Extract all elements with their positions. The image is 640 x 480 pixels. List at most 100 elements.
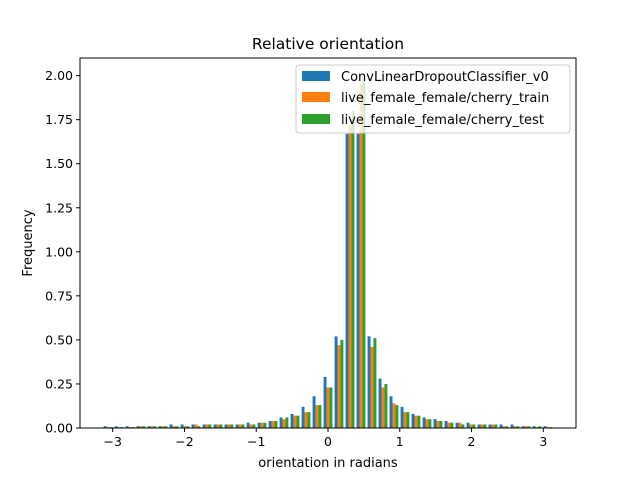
- bar-series-2-bin-30: [425, 419, 429, 428]
- legend-box: [295, 64, 571, 134]
- bar-series-2-bin-24: [359, 84, 363, 429]
- bar-series-3-bin-34: [472, 424, 476, 428]
- bar-series-3-bin-30: [428, 419, 432, 428]
- x-tick-label: −2: [175, 434, 193, 449]
- bar-series-2-bin-14: [249, 424, 253, 428]
- bar-series-2-bin-19: [304, 412, 308, 428]
- bar-series-3-bin-9: [197, 426, 201, 428]
- bar-series-2-bin-36: [491, 424, 495, 428]
- bar-series-1-bin-41: [543, 426, 547, 428]
- bar-series-2-bin-35: [480, 424, 484, 428]
- bar-series-1-bin-35: [477, 424, 481, 428]
- bar-series-1-bin-9: [191, 424, 195, 428]
- bar-series-3-bin-31: [439, 420, 443, 428]
- bar-series-1-bin-15: [257, 422, 261, 428]
- y-tick-label: 0.50: [45, 332, 73, 347]
- x-tick-label: 1: [396, 434, 404, 449]
- bar-series-1-bin-19: [301, 406, 305, 428]
- bar-series-2-bin-22: [337, 345, 341, 428]
- bar-series-3-bin-28: [406, 412, 410, 428]
- bar-series-1-bin-16: [268, 420, 272, 428]
- bar-series-3-bin-11: [219, 424, 223, 428]
- bars-group: [103, 79, 553, 429]
- x-tick-label: 2: [468, 434, 476, 449]
- bar-series-1-bin-21: [323, 376, 327, 428]
- y-tick-label: 2.00: [45, 68, 73, 83]
- bar-series-1-bin-6: [158, 426, 162, 428]
- x-tick-label: −3: [103, 434, 121, 449]
- bar-series-3-bin-6: [164, 426, 168, 428]
- bar-series-2-bin-20: [315, 405, 319, 428]
- bar-series-1-bin-17: [279, 417, 283, 428]
- bar-series-1-bin-25: [367, 336, 371, 428]
- bar-series-2-bin-26: [381, 387, 385, 428]
- bar-series-2-bin-28: [403, 412, 407, 428]
- bar-series-1-bin-38: [510, 424, 514, 428]
- bar-series-2-bin-38: [513, 426, 517, 428]
- bar-series-1-bin-29: [411, 413, 415, 428]
- bar-series-1-bin-20: [312, 396, 316, 428]
- x-tick-label: 0: [324, 434, 332, 449]
- bar-series-1-bin-4: [136, 426, 140, 428]
- y-tick-label: 1.25: [45, 200, 73, 215]
- bar-series-1-bin-39: [521, 426, 525, 428]
- legend-label-series-1: ConvLinearDropoutClassifier_v0: [341, 70, 549, 85]
- y-tick-label: 0.00: [45, 421, 73, 436]
- bar-series-2-bin-29: [414, 415, 418, 428]
- legend-label-series-2: live_female_female/cherry_train: [341, 91, 549, 106]
- bar-series-3-bin-18: [296, 415, 300, 428]
- bar-series-2-bin-15: [260, 422, 264, 428]
- bar-series-2-bin-4: [139, 426, 143, 428]
- bar-series-3-bin-32: [450, 422, 454, 428]
- bar-series-3-bin-39: [527, 426, 531, 428]
- legend: ConvLinearDropoutClassifier_v0 live_fema…: [295, 64, 571, 134]
- bar-series-2-bin-16: [271, 420, 275, 428]
- bar-series-2-bin-12: [227, 424, 231, 428]
- bar-series-2-bin-34: [469, 424, 473, 428]
- bar-series-1-bin-7: [169, 424, 173, 428]
- bar-series-2-bin-27: [392, 403, 396, 428]
- bar-series-1-bin-36: [488, 424, 492, 428]
- bar-series-1-bin-8: [180, 424, 184, 428]
- bar-series-1-bin-12: [224, 424, 228, 428]
- y-tick-label: 0.75: [45, 288, 73, 303]
- bar-series-1-bin-32: [444, 420, 448, 428]
- y-axis-label: Frequency: [21, 209, 36, 276]
- bar-series-1-bin-34: [466, 422, 470, 428]
- bar-series-3-bin-17: [285, 417, 289, 428]
- bar-series-1-bin-13: [235, 424, 239, 428]
- bar-series-3-bin-16: [274, 420, 278, 428]
- bar-series-1-bin-31: [433, 419, 437, 428]
- x-axis-ticks: −3 −2 −1 0 1 2 3: [103, 428, 547, 449]
- bar-series-3-bin-35: [483, 424, 487, 428]
- bar-series-1-bin-23: [345, 133, 349, 428]
- y-tick-label: 1.50: [45, 156, 73, 171]
- bar-series-1-bin-30: [422, 417, 426, 428]
- bar-series-3-bin-8: [186, 426, 190, 428]
- bar-series-1-bin-28: [400, 406, 404, 428]
- bar-series-3-bin-13: [241, 424, 245, 428]
- bar-series-2-bin-13: [238, 424, 242, 428]
- bar-series-3-bin-36: [494, 424, 498, 428]
- bar-series-3-bin-26: [384, 383, 388, 428]
- bar-series-3-bin-14: [252, 424, 256, 428]
- legend-swatch-series-2: [302, 92, 330, 102]
- bar-series-2-bin-39: [524, 426, 528, 428]
- legend-swatch-series-1: [302, 71, 330, 81]
- bar-series-3-bin-20: [318, 405, 322, 428]
- bar-series-2-bin-32: [447, 422, 451, 428]
- bar-series-2-bin-6: [161, 426, 165, 428]
- bar-series-3-bin-22: [340, 339, 344, 428]
- y-tick-label: 1.00: [45, 244, 73, 259]
- bar-series-2-bin-11: [216, 424, 220, 428]
- bar-series-3-bin-21: [329, 387, 333, 428]
- bar-series-2-bin-7: [172, 426, 176, 428]
- legend-swatch-series-3: [302, 114, 330, 124]
- bar-series-3-bin-33: [461, 424, 465, 428]
- bar-series-3-bin-40: [538, 426, 542, 428]
- bar-series-2-bin-23: [348, 124, 352, 428]
- bar-series-2-bin-8: [183, 426, 187, 428]
- bar-series-3-bin-15: [263, 422, 267, 428]
- y-axis-ticks: 0.00 0.25 0.50 0.75 1.00 1.25 1.50 1.75 2.00: [45, 68, 80, 436]
